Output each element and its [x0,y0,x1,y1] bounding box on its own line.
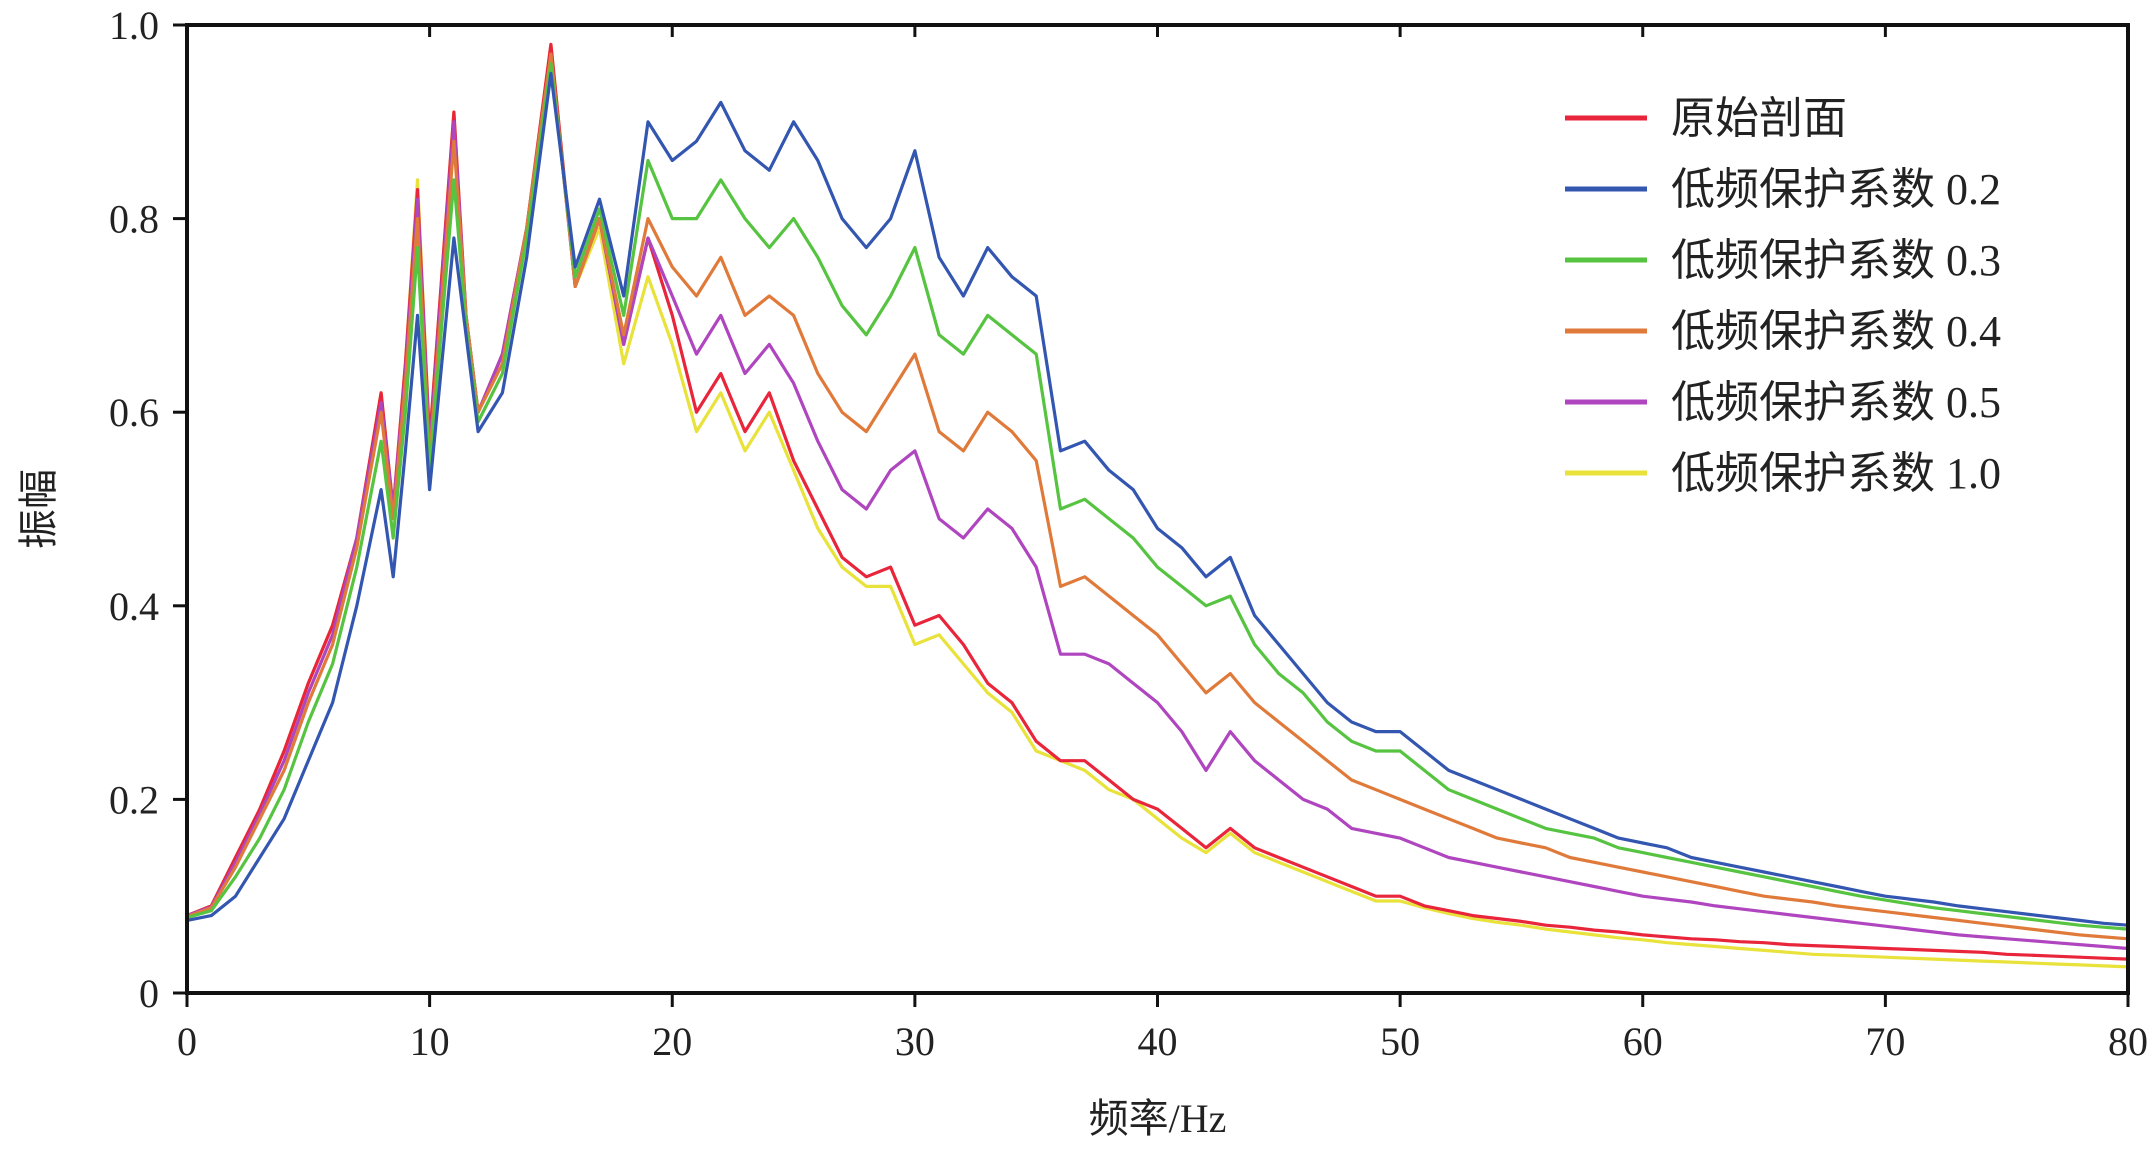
x-tick-label: 70 [1865,1019,1905,1064]
series-lines [185,42,2130,969]
x-tick-label: 50 [1380,1019,1420,1064]
y-tick-label: 1.0 [109,3,159,48]
legend-label: 低频保护系数 1.0 [1671,449,2001,498]
legend-label: 低频保护系数 0.3 [1671,236,2001,285]
y-tick-label: 0.2 [109,777,159,822]
y-tick-label: 0.4 [109,584,159,629]
y-axis-label: 振幅 [16,469,61,549]
x-tick-label: 80 [2108,1019,2148,1064]
axis-ticks: 0 10 20 30 40 50 60 70 80 0 0.2 0.4 0.6 0.8 1.0 [109,3,2148,1064]
legend-label: 低频保护系数 0.4 [1671,307,2001,356]
y-tick-label: 0.8 [109,197,159,242]
x-tick-label: 0 [177,1019,197,1064]
legend-label: 低频保护系数 0.5 [1671,378,2001,427]
series-line-1 [185,71,2130,927]
y-tick-label: 0 [139,971,159,1016]
x-tick-label: 10 [410,1019,450,1064]
x-tick-label: 20 [652,1019,692,1064]
x-tick-label: 60 [1623,1019,1663,1064]
series-line-2 [185,62,2130,931]
x-tick-label: 30 [895,1019,935,1064]
legend-label: 原始剖面 [1671,94,1847,143]
legend-label: 低频保护系数 0.2 [1671,165,2001,214]
y-tick-label: 0.6 [109,390,159,435]
plot-frame [185,23,2130,995]
x-axis-label: 频率/Hz [1089,1096,1227,1141]
x-tick-label: 40 [1138,1019,1178,1064]
